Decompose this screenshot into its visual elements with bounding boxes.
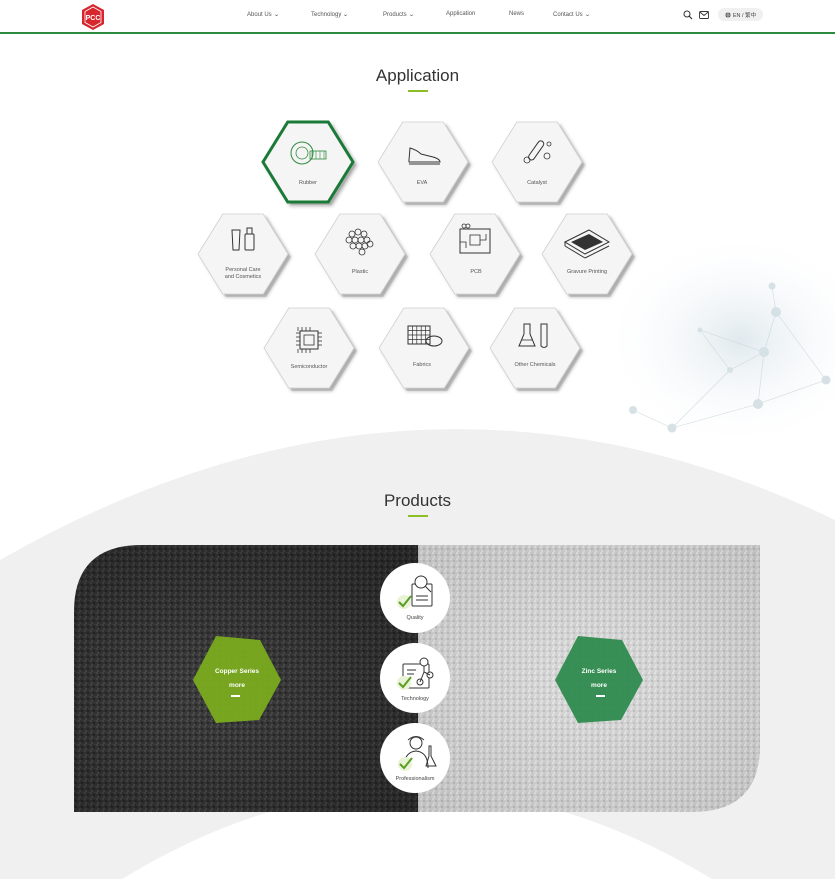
- zinc-series-more-link[interactable]: more: [591, 682, 607, 689]
- application-hex-fabrics[interactable]: [381, 308, 467, 388]
- nav-contact-us[interactable]: Contact Us⌄: [553, 12, 591, 18]
- nav-products[interactable]: Products⌄: [383, 12, 415, 18]
- copper-series-dash: [231, 695, 240, 697]
- application-label-plastic: Plastic: [351, 269, 369, 275]
- chevron-down-icon: ⌄: [408, 12, 415, 18]
- application-label-catalyst: Catalyst: [527, 180, 547, 186]
- application-hex-personal-care[interactable]: [200, 214, 286, 294]
- application-hex-semiconductor[interactable]: [266, 308, 352, 388]
- feature-quality-label: Quality: [406, 615, 424, 621]
- copper-series-more-link[interactable]: more: [229, 682, 245, 689]
- application-label-personal-care: Personal Care and Cosmetics: [224, 267, 262, 280]
- application-hex-catalyst[interactable]: [494, 122, 580, 202]
- application-title: Application: [375, 66, 460, 85]
- language-switch[interactable]: EN / 繁中: [718, 8, 763, 21]
- nav-technology[interactable]: Technology⌄: [311, 12, 349, 18]
- search-icon[interactable]: [683, 10, 693, 20]
- language-label: EN / 繁中: [732, 12, 757, 19]
- application-hex-other-chemicals[interactable]: [492, 308, 578, 388]
- chevron-down-icon: ⌄: [584, 12, 591, 18]
- quality-check-icon: [411, 575, 433, 607]
- title-underline: [408, 515, 428, 517]
- feature-professionalism-label: Professionalism: [395, 776, 435, 782]
- application-label-pcb: PCB: [470, 269, 482, 275]
- application-hex-rubber[interactable]: [265, 122, 351, 202]
- application-label-other-chemicals: Other Chemicals: [514, 362, 556, 368]
- nav-news[interactable]: News: [509, 11, 525, 17]
- nav-about-us[interactable]: About Us⌄: [247, 12, 280, 18]
- zinc-series-hexagon: [555, 636, 643, 723]
- feature-technology-label: Technology: [401, 696, 429, 702]
- nav-application[interactable]: Application: [446, 11, 476, 17]
- title-underline: [408, 90, 428, 92]
- application-label-eva: EVA: [416, 180, 428, 186]
- application-hex-pcb[interactable]: [432, 214, 518, 294]
- application-label-gravure-printing: Gravure Printing: [566, 269, 608, 275]
- chevron-down-icon: ⌄: [342, 12, 349, 18]
- mail-icon[interactable]: [699, 10, 709, 20]
- zinc-series-dash: [596, 695, 605, 697]
- technology-icon: [402, 657, 434, 689]
- products-title: Products: [383, 491, 452, 510]
- pcc-logo[interactable]: PCC: [79, 3, 107, 31]
- site-header: PCC About Us⌄ Technology⌄ Products⌄ Appl…: [0, 0, 835, 34]
- application-label-semiconductor: Semiconductor: [290, 364, 328, 370]
- application-hex-eva[interactable]: [380, 122, 466, 202]
- application-hex-gravure-printing[interactable]: [544, 214, 630, 294]
- application-label-rubber: Rubber: [298, 180, 318, 186]
- chevron-down-icon: ⌄: [273, 12, 280, 18]
- globe-icon: [725, 11, 731, 18]
- application-hex-plastic[interactable]: [317, 214, 403, 294]
- zinc-series-title[interactable]: Zinc Series: [581, 668, 617, 675]
- svg-text:PCC: PCC: [86, 15, 101, 22]
- copper-series-title[interactable]: Copper Series: [214, 668, 260, 675]
- application-label-fabrics: Fabrics: [412, 362, 432, 368]
- copper-series-hexagon: [193, 636, 281, 723]
